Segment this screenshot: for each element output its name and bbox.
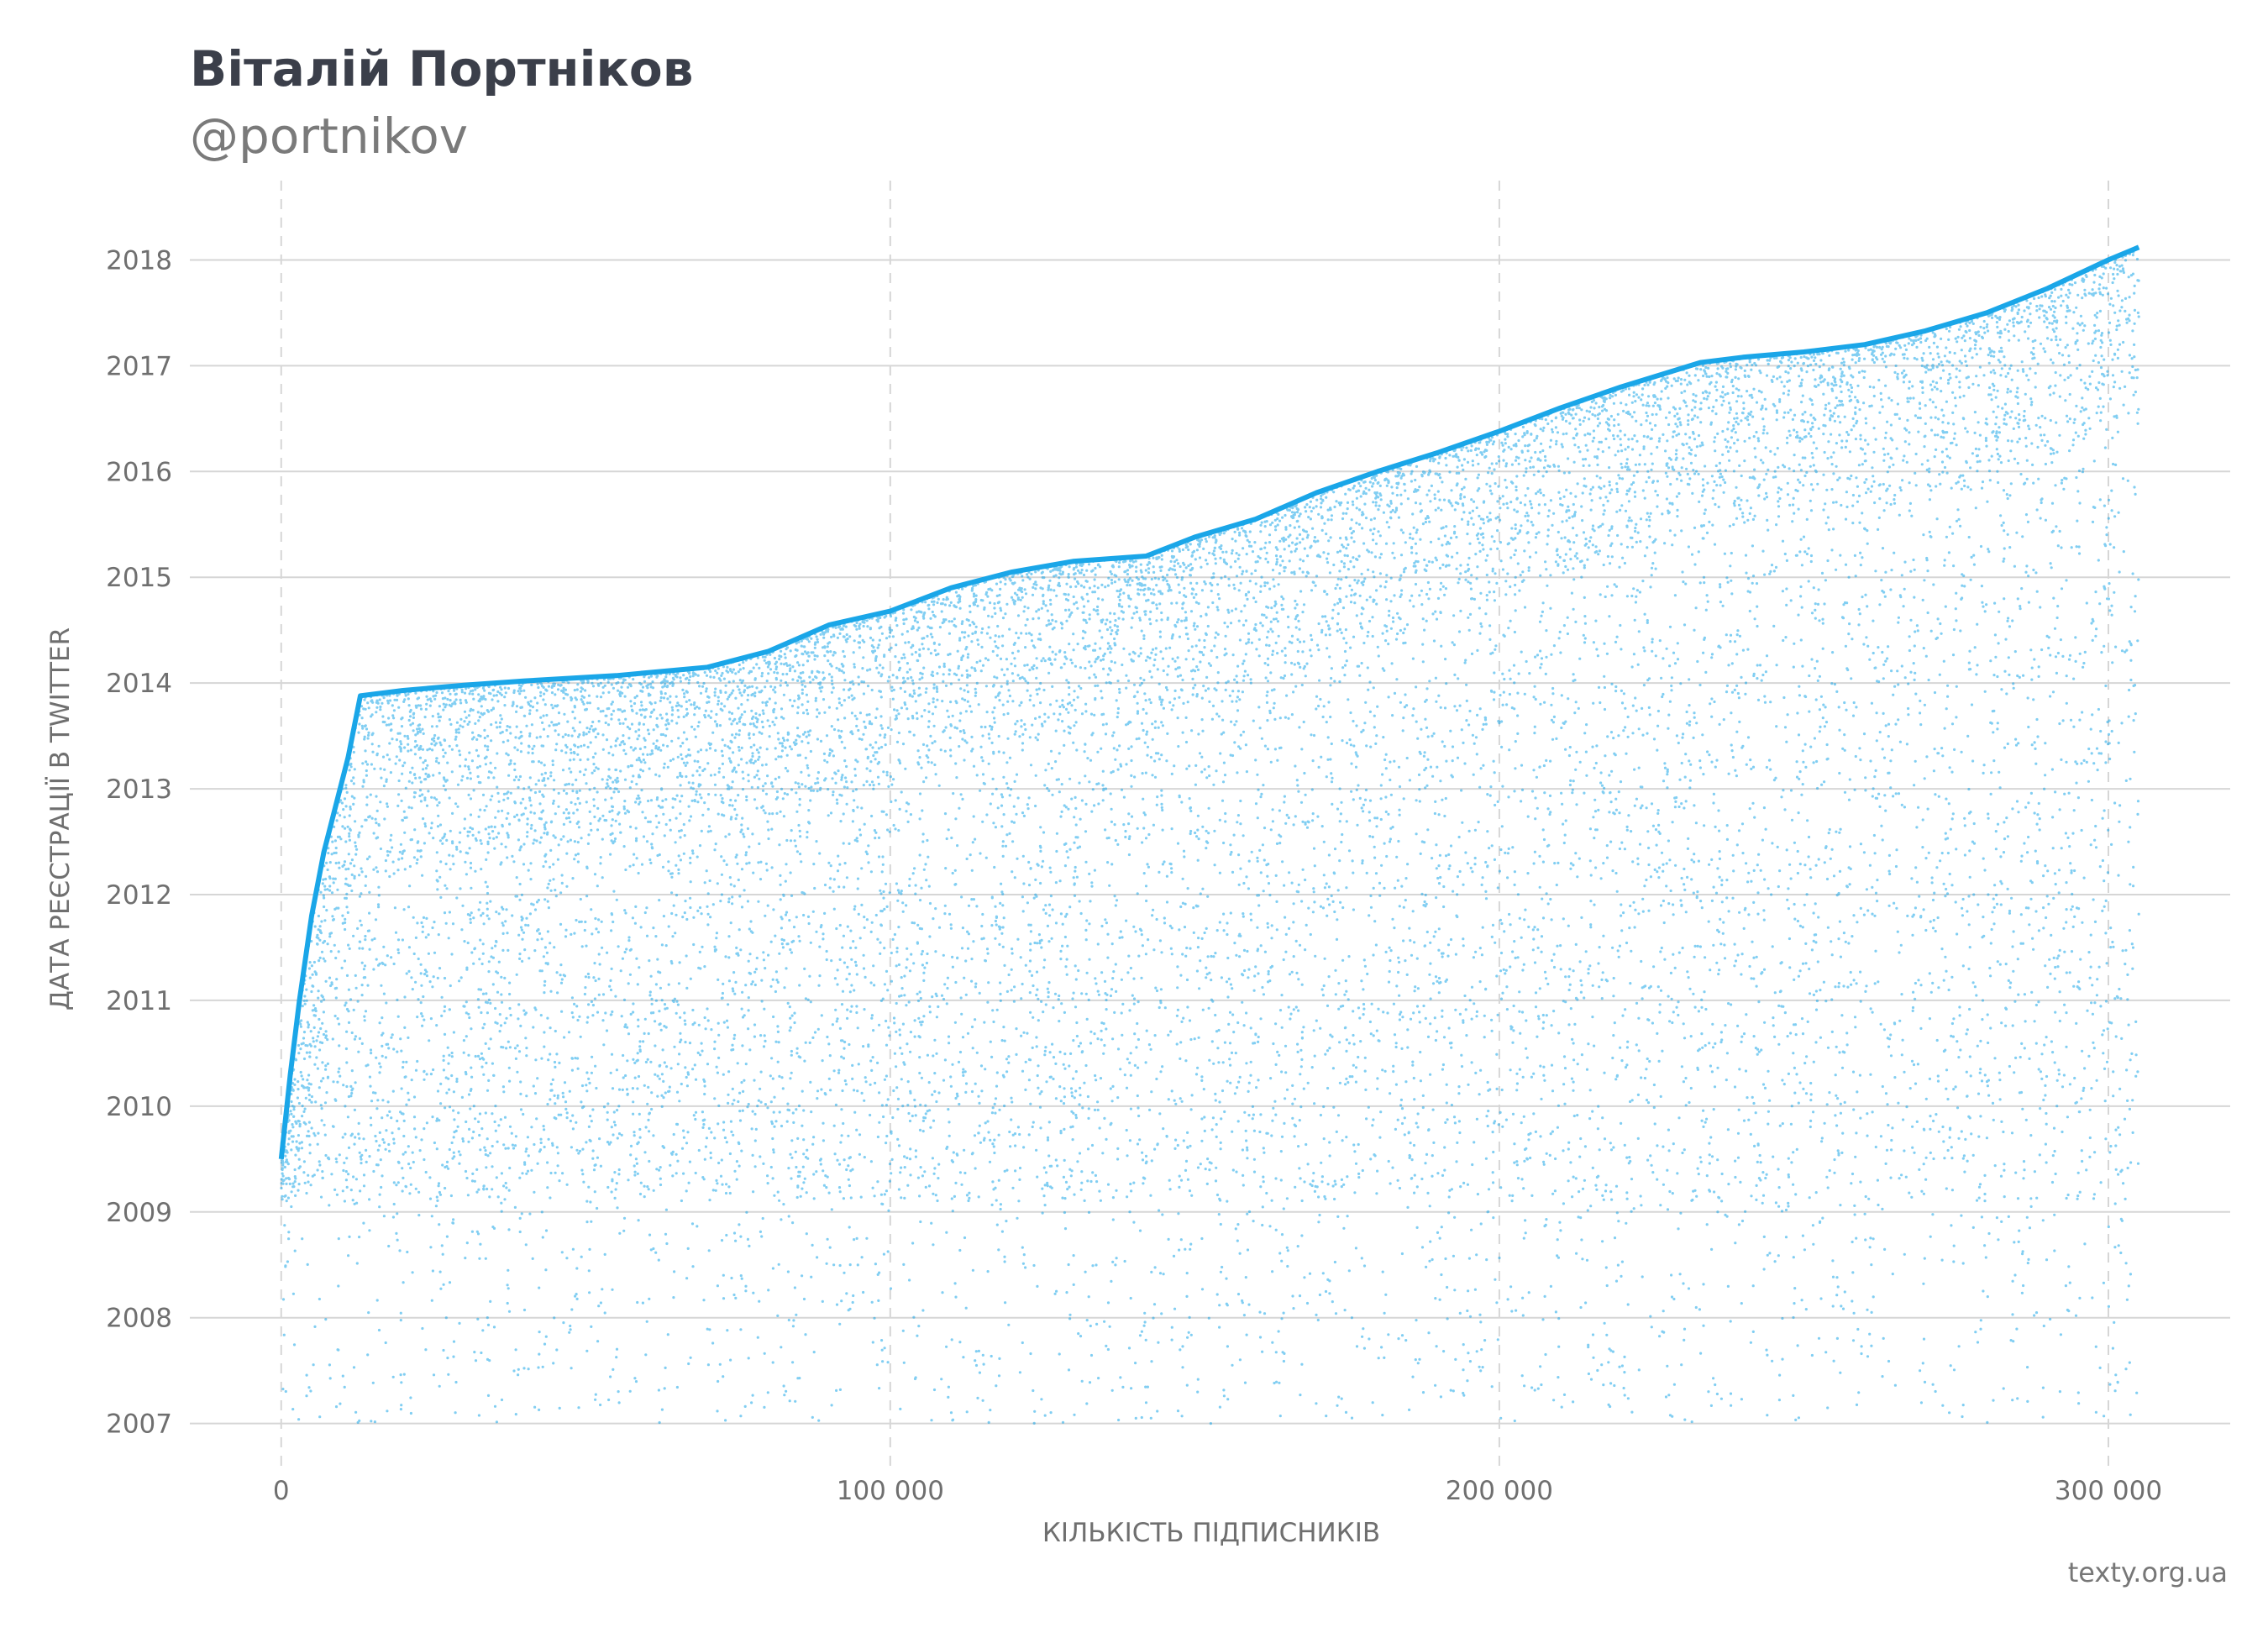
x-gridlines <box>280 181 2109 1466</box>
chart-subtitle: @portnikov <box>190 108 469 165</box>
x-tick-label: 300 000 <box>2055 1476 2162 1506</box>
y-tick-label: 2014 <box>106 669 172 699</box>
y-tick-label: 2013 <box>106 774 172 805</box>
x-tick-label: 200 000 <box>1446 1476 1553 1506</box>
source-credit: texty.org.ua <box>2067 1557 2228 1588</box>
y-tick-label: 2015 <box>106 563 172 593</box>
y-tick-label: 2017 <box>106 351 172 381</box>
frontier-line <box>278 244 2140 1160</box>
x-tick-label: 100 000 <box>837 1476 944 1506</box>
x-axis-label: КІЛЬКІСТЬ ПІДПИСНИКІВ <box>1042 1518 1380 1548</box>
y-tick-label: 2009 <box>106 1198 172 1228</box>
y-tick-label: 2011 <box>106 986 172 1016</box>
y-tick-label: 2016 <box>106 457 172 487</box>
y-gridlines <box>190 259 2230 1425</box>
data-points <box>280 246 2140 1425</box>
y-tick-label: 2007 <box>106 1410 172 1440</box>
x-tick-label: 0 <box>273 1476 290 1506</box>
y-tick-label: 2008 <box>106 1304 172 1334</box>
y-tick-labels: 2007 2008 2009 2010 2011 2012 2013 2014 2015 2016… <box>106 245 172 1439</box>
y-tick-label: 2018 <box>106 245 172 276</box>
x-tick-labels: 0 100 000 200 000 300 000 <box>273 1476 2162 1506</box>
y-tick-label: 2012 <box>106 880 172 911</box>
upper-envelope <box>278 244 2140 1160</box>
y-tick-label: 2010 <box>106 1092 172 1122</box>
data-point-cloud <box>280 246 2140 1425</box>
chart-title: Віталій Портніков <box>190 40 694 97</box>
y-axis-label: ДАТА РЕЄСТРАЦІЇ В TWITTER <box>45 627 76 1011</box>
